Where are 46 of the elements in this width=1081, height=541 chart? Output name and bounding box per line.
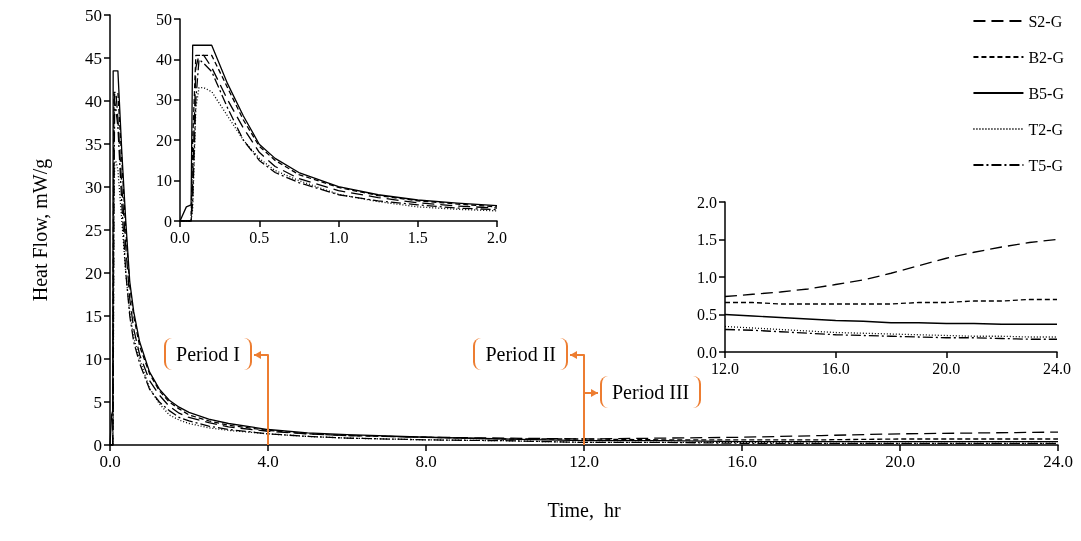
y-tick-label: 10 xyxy=(156,172,172,190)
legend-label: B5-G xyxy=(1028,84,1065,102)
y-tick-label: 25 xyxy=(85,220,102,240)
x-tick-label: 1.0 xyxy=(328,228,349,246)
y-tick-label: 20 xyxy=(85,263,102,283)
y-tick-label: 50 xyxy=(85,5,102,25)
x-tick-label: 24.0 xyxy=(1043,359,1071,377)
y-tick-label: 50 xyxy=(156,10,172,28)
x-tick-label: 20.0 xyxy=(885,452,915,471)
ref-line-label: Period I xyxy=(164,338,252,370)
x-tick-label: 0.0 xyxy=(170,228,190,246)
y-tick-label: 0.0 xyxy=(697,343,717,361)
y-axis-title: Heat Flow, mW/g xyxy=(29,158,52,302)
x-tick-label: 16.0 xyxy=(821,359,850,377)
y-tick-label: 20 xyxy=(156,131,172,149)
x-tick-label: 2.0 xyxy=(487,228,507,246)
y-tick-label: 5 xyxy=(93,392,102,412)
x-tick-label: 24.0 xyxy=(1043,452,1073,471)
legend-label: T2-G xyxy=(1028,120,1064,138)
y-tick-label: 2.0 xyxy=(697,193,717,211)
y-tick-label: 30 xyxy=(85,177,102,197)
y-tick-label: 0.5 xyxy=(697,306,717,323)
x-tick-label: 12.0 xyxy=(569,452,599,471)
annotation: Period III xyxy=(600,376,702,408)
x-tick-label: 12.0 xyxy=(711,359,739,377)
ref-line-label: Period II xyxy=(473,338,568,370)
y-tick-label: 15 xyxy=(85,306,102,326)
x-tick-label: 4.0 xyxy=(257,452,279,471)
x-tick-label: 0.5 xyxy=(249,228,270,246)
y-tick-label: 0 xyxy=(164,212,172,230)
y-tick-label: 35 xyxy=(85,134,102,154)
x-tick-label: 1.5 xyxy=(407,228,428,246)
y-tick-label: 45 xyxy=(85,48,102,68)
y-tick-label: 40 xyxy=(156,50,172,68)
legend-label: T5-G xyxy=(1028,156,1064,174)
y-tick-label: 40 xyxy=(85,91,102,111)
legend-label: B2-G xyxy=(1028,48,1065,66)
x-axis-title: Time, hr xyxy=(547,499,621,521)
y-tick-label: 10 xyxy=(85,349,102,369)
x-tick-label: 20.0 xyxy=(932,359,961,377)
y-tick-label: 30 xyxy=(156,91,172,109)
legend-label: S2-G xyxy=(1028,12,1063,30)
y-tick-label: 1.0 xyxy=(697,268,717,286)
x-tick-label: 8.0 xyxy=(415,452,437,471)
y-tick-label: 0 xyxy=(93,435,102,455)
x-tick-label: 16.0 xyxy=(727,452,757,471)
